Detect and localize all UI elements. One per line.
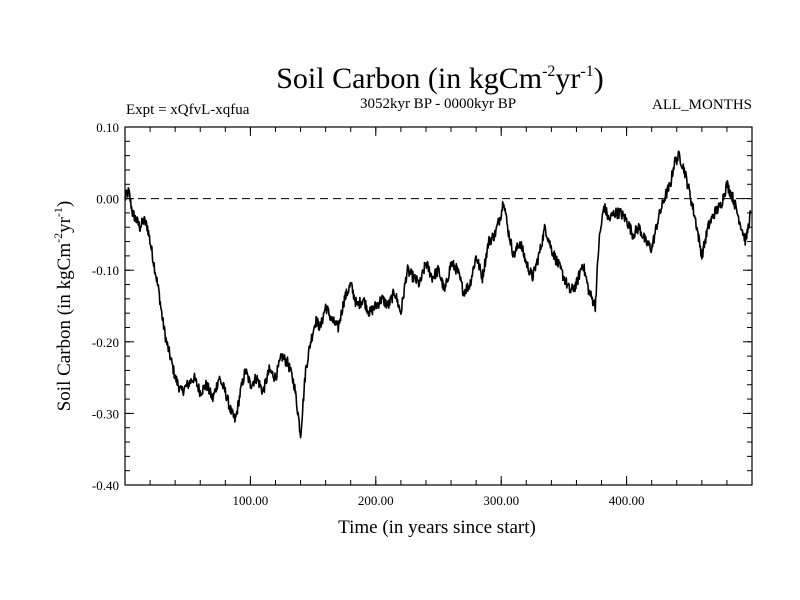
y-tick-label: -0.10: [92, 263, 119, 278]
x-tick-label: 200.00: [358, 493, 394, 508]
y-tick-label: -0.30: [92, 406, 119, 421]
y-axis-label: Soil Carbon (in kgCm-2yr-1): [51, 201, 75, 412]
y-tick-label: 0.00: [96, 192, 119, 207]
experiment-label: Expt = xQfvL-xqfua: [126, 102, 250, 118]
months-label: ALL_MONTHS: [652, 97, 752, 113]
y-tick-label: -0.20: [92, 335, 119, 350]
time-range-label: 3052kyr BP - 0000kyr BP: [360, 96, 516, 112]
x-tick-label: 300.00: [483, 493, 519, 508]
x-axis-label: Time (in years since start): [338, 517, 536, 538]
y-axis-ticks: 0.10 0.00 -0.10 -0.20 -0.30 -0.40: [92, 120, 752, 493]
y-tick-label: 0.10: [96, 120, 119, 135]
soil-carbon-series-line: [124, 150, 752, 439]
chart-title: Soil Carbon (in kgCm-2yr-1): [276, 62, 604, 95]
x-tick-label: 400.00: [609, 493, 645, 508]
y-tick-label: -0.40: [92, 478, 119, 493]
x-tick-label: 100.00: [233, 493, 269, 508]
x-axis-ticks: 100.00 200.00 300.00 400.00: [124, 127, 753, 508]
plot-frame: [124, 126, 753, 486]
